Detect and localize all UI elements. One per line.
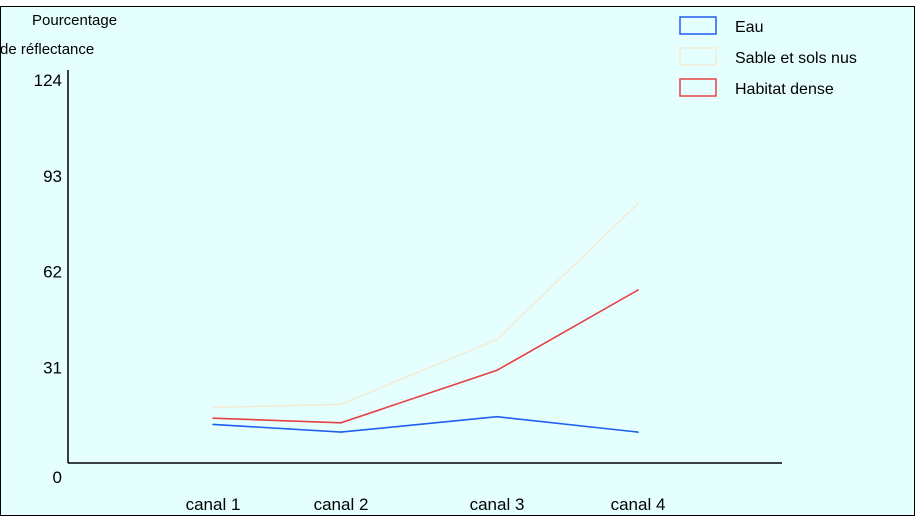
- data-point: [496, 369, 498, 372]
- chart-frame: [0, 6, 915, 516]
- data-point: [212, 406, 214, 409]
- y-tick-label: 124: [34, 71, 62, 90]
- data-point: [496, 415, 498, 418]
- data-point: [637, 202, 639, 205]
- legend-label: Habitat dense: [735, 81, 834, 98]
- y-tick-labels: 0 31 62 93 124: [34, 71, 62, 487]
- data-point: [340, 431, 342, 433]
- series-line: [212, 289, 639, 424]
- data-point: [637, 289, 639, 291]
- legend-label: Eau: [735, 19, 763, 36]
- legend: Eau Sable et sols nus Habitat dense: [679, 16, 857, 98]
- legend-swatch: [679, 78, 717, 97]
- data-point: [340, 422, 342, 424]
- y-axis-label-line-2: de réflectance: [0, 41, 94, 58]
- y-tick-label: 93: [43, 167, 62, 186]
- data-point: [212, 417, 214, 420]
- data-point: [637, 431, 639, 433]
- legend-swatch: [679, 16, 717, 35]
- series-line: [212, 415, 639, 433]
- x-tick-labels: canal 1 canal 2 canal 3 canal 4: [186, 495, 666, 514]
- y-tick-label: 62: [43, 263, 62, 282]
- y-tick-label: 31: [43, 358, 62, 377]
- series-line: [212, 202, 639, 409]
- data-point: [340, 403, 342, 406]
- y-tick-label: 0: [53, 468, 62, 487]
- x-tick-label: canal 4: [611, 495, 666, 514]
- x-tick-label: canal 1: [186, 495, 241, 514]
- legend-label: Sable et sols nus: [735, 50, 857, 67]
- data-point: [496, 338, 498, 341]
- data-point: [212, 423, 214, 426]
- series-lines: [212, 202, 639, 433]
- legend-swatch: [679, 47, 717, 66]
- y-axis-label: Pourcentage de réflectance: [0, 12, 117, 58]
- x-tick-label: canal 2: [314, 495, 369, 514]
- y-axis-label-line-1: Pourcentage: [32, 12, 117, 29]
- x-tick-label: canal 3: [470, 495, 525, 514]
